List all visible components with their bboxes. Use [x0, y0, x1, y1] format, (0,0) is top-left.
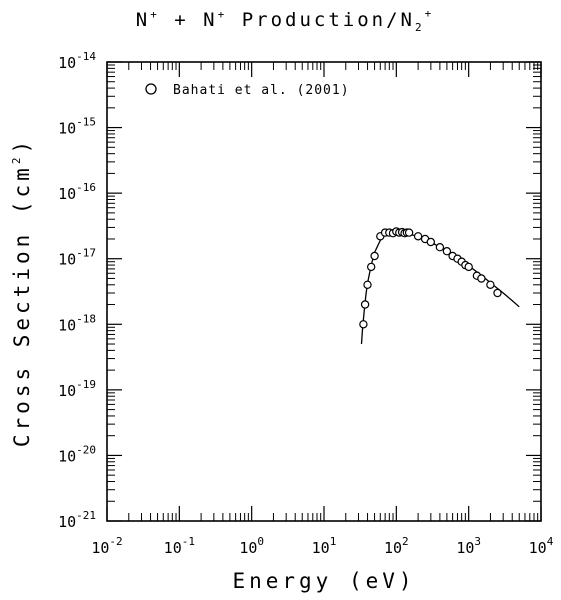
x-tick-label: 101: [312, 535, 337, 557]
data-point: [477, 274, 486, 283]
y-tick-label: 10-18: [58, 312, 96, 334]
x-tick-label: 10-2: [91, 535, 122, 557]
y-tick-label: 10-17: [58, 247, 96, 269]
y-tick-label: 10-20: [58, 443, 96, 465]
x-axis-label: Energy (eV): [232, 569, 415, 593]
y-axis-label: Cross Section (cm2): [10, 137, 34, 447]
data-point: [442, 246, 452, 256]
x-tick-label: 103: [456, 535, 481, 557]
legend: Bahati et al. (2001): [145, 83, 350, 98]
x-tick-label: 102: [384, 535, 409, 557]
x-tick-labels: 10-2 10-1 100 101 102 103 104: [91, 535, 553, 557]
legend-marker: [145, 83, 157, 95]
plot-frame: [106, 61, 542, 522]
chart-title: N+ + N+ Production/N2+: [136, 7, 434, 34]
axis-ticks: [106, 61, 542, 522]
data-point: [426, 237, 435, 247]
y-tick-label: 10-21: [58, 509, 96, 531]
data-point: [370, 251, 379, 261]
data-point: [360, 300, 370, 309]
x-tick-label: 100: [239, 535, 264, 557]
y-tick-label: 10-15: [58, 116, 96, 138]
data-point: [367, 262, 376, 272]
x-tick-label: 104: [529, 535, 554, 557]
data-point: [493, 288, 502, 298]
data-point: [413, 232, 423, 241]
data-point: [464, 262, 473, 272]
y-tick-label: 10-19: [58, 378, 96, 400]
y-tick-label: 10-16: [58, 181, 96, 203]
data-point: [404, 228, 414, 237]
data-point: [435, 242, 445, 252]
y-tick-label: 10-14: [58, 50, 96, 72]
x-tick-label: 10-1: [164, 535, 195, 557]
y-tick-labels: 10-21 10-20 10-19 10-18 10-17 10-16 10-15 10-14: [58, 50, 96, 531]
legend-label: Bahati et al. (2001): [173, 83, 350, 98]
data-point: [359, 320, 368, 329]
data-points: [359, 227, 502, 329]
data-point: [486, 280, 495, 289]
data-point: [363, 280, 372, 289]
